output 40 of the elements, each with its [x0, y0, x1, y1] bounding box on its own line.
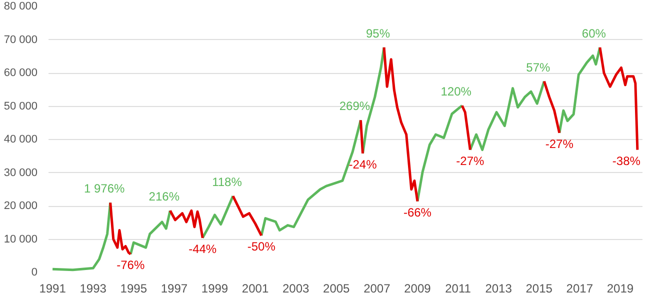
y-tick-label: 80 000	[4, 0, 38, 12]
annotation: -76%	[116, 258, 145, 272]
annotation: -24%	[348, 157, 378, 172]
x-tick-label: 2019	[606, 282, 634, 295]
annotation: 118%	[212, 175, 242, 190]
annotation: -44%	[188, 242, 217, 256]
x-tick-label: 2013	[485, 282, 512, 295]
annotation: -38%	[612, 154, 641, 168]
annotation: 60%	[582, 26, 606, 40]
y-tick-label: 10 000	[4, 233, 38, 246]
x-tick-label: 2015	[526, 282, 553, 295]
annotation: -50%	[247, 240, 276, 254]
x-tick-label: 1995	[120, 282, 148, 295]
x-tick-label: 2009	[404, 282, 432, 295]
annotation: -27%	[545, 136, 574, 151]
y-tick-label: 70 000	[4, 34, 38, 46]
y-tick-label: 60 000	[4, 67, 38, 79]
y-tick-label: 50 000	[4, 100, 38, 112]
y-tick-label: 0	[31, 266, 38, 278]
y-tick-label: 20 000	[4, 200, 38, 212]
annotation: 95%	[366, 26, 390, 40]
y-tick-label: 30 000	[4, 166, 38, 179]
annotation: 57%	[526, 60, 551, 74]
annotation: -66%	[403, 205, 432, 220]
x-tick-label: 1991	[39, 282, 66, 295]
x-tick-label: 2017	[566, 282, 594, 295]
x-tick-label: 2007	[364, 282, 391, 295]
x-tick-label: 2003	[282, 282, 310, 295]
annotation: -27%	[456, 154, 485, 168]
x-tick-label: 2011	[445, 282, 472, 295]
annotation: 120%	[440, 84, 472, 99]
y-tick-label: 40 000	[4, 134, 38, 146]
annotation: 216%	[148, 190, 180, 204]
x-tick-label: 2005	[323, 282, 350, 295]
x-tick-label: 2001	[242, 282, 269, 295]
x-tick-label: 1997	[160, 282, 188, 295]
annotation: 1 976%	[84, 182, 126, 196]
x-tick-label: 1993	[80, 282, 107, 295]
annotation: 269%	[339, 99, 370, 114]
x-tick-label: 1999	[201, 282, 228, 295]
